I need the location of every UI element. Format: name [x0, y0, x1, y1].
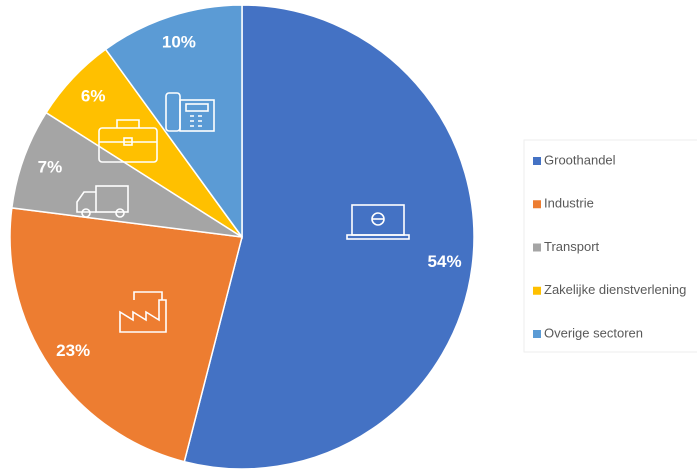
legend-swatch	[533, 330, 541, 338]
slice	[9, 207, 243, 463]
icons	[76, 92, 410, 333]
legend: Groothandel Industrie Transport Zakelijke d…	[533, 152, 686, 340]
legend-swatch	[533, 157, 541, 165]
legend-swatch	[533, 200, 541, 209]
data-label: 23%	[56, 341, 90, 360]
legend-swatch	[533, 243, 541, 252]
data-label: 10%	[162, 32, 196, 51]
data-label: 7%	[38, 157, 63, 176]
pie	[9, 4, 475, 470]
legend-swatch	[533, 286, 541, 295]
truck-icon	[76, 185, 129, 218]
slice	[10, 111, 243, 238]
laptop-icon	[346, 204, 410, 240]
slice	[183, 4, 475, 470]
legend-box	[523, 139, 697, 353]
briefcase-icon	[98, 119, 158, 163]
data-label: 6%	[81, 87, 106, 106]
data-label: 54%	[428, 252, 462, 271]
slice	[104, 4, 243, 240]
legend-label: Industrie	[544, 196, 594, 211]
legend-label: Zakelijke dienstverlening	[544, 282, 686, 297]
legend-label: Groothandel	[544, 152, 616, 167]
phone-icon	[165, 92, 215, 132]
legend-label: Overige sectoren	[544, 325, 643, 340]
factory-icon	[119, 291, 167, 333]
legend-label: Transport	[544, 239, 600, 254]
